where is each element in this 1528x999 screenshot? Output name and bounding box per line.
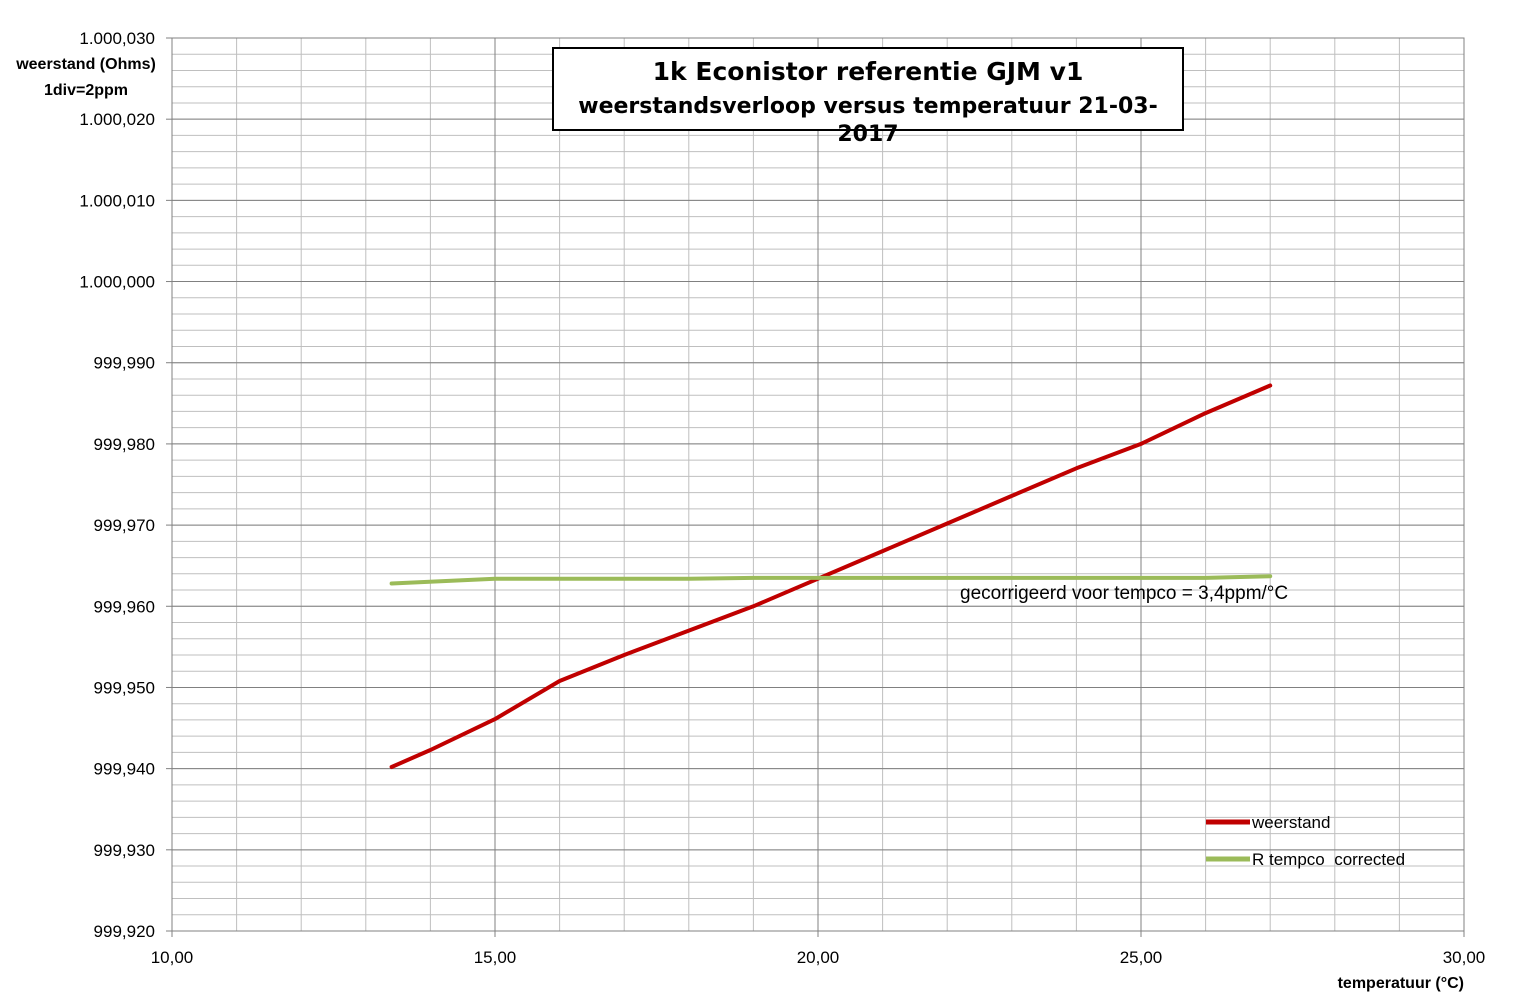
y-tick-label: 1.000,020 [79, 110, 155, 129]
data-point-r-tempco-corrected [1204, 576, 1208, 580]
x-tick-label: 15,00 [474, 948, 517, 967]
data-point-weerstand [1204, 411, 1208, 415]
data-point-r-tempco-corrected [622, 577, 626, 581]
x-tick-label: 25,00 [1120, 948, 1163, 967]
data-point-r-tempco-corrected [1139, 576, 1143, 580]
data-point-r-tempco-corrected [558, 577, 562, 581]
y-tick-label: 999,940 [94, 760, 155, 779]
chart-subtitle: weerstandsverloop versus temperatuur 21-… [578, 94, 1158, 147]
data-point-weerstand [945, 521, 949, 525]
legend: weerstand R tempco corrected [1206, 813, 1405, 869]
y-axis-scale-note: 1div=2ppm [44, 82, 128, 99]
data-point-weerstand [622, 653, 626, 657]
series-layer [389, 383, 1273, 769]
chart-title-box: 1k Econistor referentie GJM v1 weerstand… [552, 47, 1184, 147]
data-point-r-tempco-corrected [390, 582, 394, 586]
y-tick-label: 1.000,030 [79, 29, 155, 48]
x-tick-label: 30,00 [1443, 948, 1486, 967]
data-point-weerstand [1139, 442, 1143, 446]
data-point-r-tempco-corrected [1268, 574, 1272, 578]
y-tick-label: 1.000,010 [79, 191, 155, 210]
data-point-r-tempco-corrected [1010, 576, 1014, 580]
y-tick-label: 999,980 [94, 435, 155, 454]
data-point-r-tempco-corrected [816, 576, 820, 580]
legend-label-corrected: R tempco corrected [1252, 850, 1405, 869]
y-tick-label: 999,950 [94, 678, 155, 697]
data-point-weerstand [428, 748, 432, 752]
data-point-r-tempco-corrected [881, 576, 885, 580]
x-tick-label: 10,00 [151, 948, 194, 967]
data-point-weerstand [390, 765, 394, 769]
data-point-r-tempco-corrected [493, 577, 497, 581]
y-tick-label: 1.000,000 [79, 273, 155, 292]
data-point-r-tempco-corrected [1074, 576, 1078, 580]
legend-label-weerstand: weerstand [1251, 813, 1330, 832]
series-line-r-tempco-corrected [389, 574, 1273, 586]
data-point-weerstand [881, 549, 885, 553]
data-point-r-tempco-corrected [751, 576, 755, 580]
data-point-weerstand [687, 629, 691, 633]
x-tick-labels: 10,00 15,00 20,00 25,00 30,00 [151, 931, 1486, 967]
tempco-annotation: gecorrigeerd voor tempco = 3,4ppm/°C [960, 583, 1288, 604]
x-tick-label: 20,00 [797, 948, 840, 967]
data-point-r-tempco-corrected [687, 577, 691, 581]
y-tick-label: 999,920 [94, 922, 155, 941]
y-tick-label: 999,960 [94, 597, 155, 616]
y-axis-title: weerstand (Ohms) [15, 56, 156, 73]
y-tick-label: 999,930 [94, 841, 155, 860]
chart-title: 1k Econistor referentie GJM v1 [652, 57, 1084, 86]
data-point-weerstand [493, 717, 497, 721]
y-tick-label: 999,990 [94, 354, 155, 373]
data-point-weerstand [1074, 466, 1078, 470]
data-point-weerstand [751, 604, 755, 608]
y-tick-label: 999,970 [94, 516, 155, 535]
y-tick-labels: 999,920 999,930 999,940 999,950 999,960 999,9… [79, 29, 172, 941]
data-point-r-tempco-corrected [945, 576, 949, 580]
x-axis-title: temperatuur (°C) [1338, 975, 1464, 992]
data-point-weerstand [1010, 494, 1014, 498]
data-point-weerstand [558, 679, 562, 683]
data-point-weerstand [1268, 383, 1272, 387]
